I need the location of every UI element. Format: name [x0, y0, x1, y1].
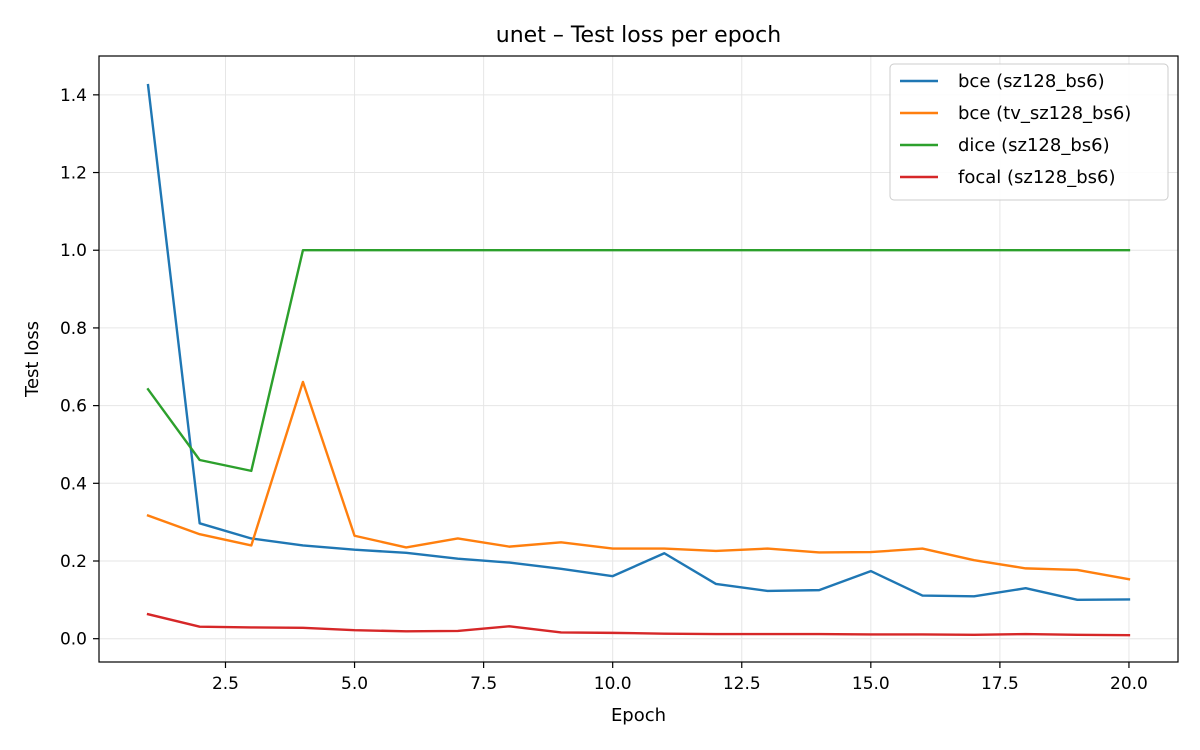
y-axis-label: Test loss [22, 321, 43, 398]
x-tick-label: 7.5 [470, 674, 497, 694]
series-lines [146, 83, 1131, 637]
series-line-3 [146, 612, 1131, 637]
x-tick-label: 5.0 [341, 674, 368, 694]
y-tick-label: 0.4 [60, 474, 87, 494]
legend: bce (sz128_bs6)bce (tv_sz128_bs6)dice (s… [889, 63, 1169, 201]
axis-ticks: 2.5 5.0 7.5 10.0 12.5 15.0 17.5 20.0 0.0 0.2 0.4 0.… [60, 86, 1148, 694]
x-tick-label: 17.5 [981, 674, 1019, 694]
x-axis-label: Epoch [611, 705, 666, 726]
chart-title: unet – Test loss per epoch [496, 23, 781, 48]
series-line-2 [146, 249, 1131, 473]
y-tick-label: 1.4 [60, 86, 87, 106]
y-tick-label: 1.0 [60, 241, 87, 261]
series-line-0 [146, 83, 1131, 602]
legend-label: bce (sz128_bs6) [958, 71, 1105, 92]
x-tick-label: 10.0 [594, 674, 632, 694]
legend-label: bce (tv_sz128_bs6) [958, 103, 1131, 124]
series-line-1 [146, 380, 1131, 581]
x-tick-label: 15.0 [852, 674, 890, 694]
legend-label: dice (sz128_bs6) [958, 135, 1110, 156]
x-tick-label: 20.0 [1110, 674, 1148, 694]
y-tick-label: 0.8 [60, 319, 87, 339]
y-tick-label: 0.6 [60, 397, 87, 417]
y-tick-label: 0.0 [60, 630, 87, 650]
legend-box [889, 63, 1169, 201]
y-tick-label: 1.2 [60, 164, 87, 184]
x-tick-label: 12.5 [723, 674, 761, 694]
plot-frame [98, 55, 1179, 663]
x-tick-label: 2.5 [212, 674, 239, 694]
legend-label: focal (sz128_bs6) [958, 167, 1115, 188]
y-tick-label: 0.2 [60, 552, 87, 572]
